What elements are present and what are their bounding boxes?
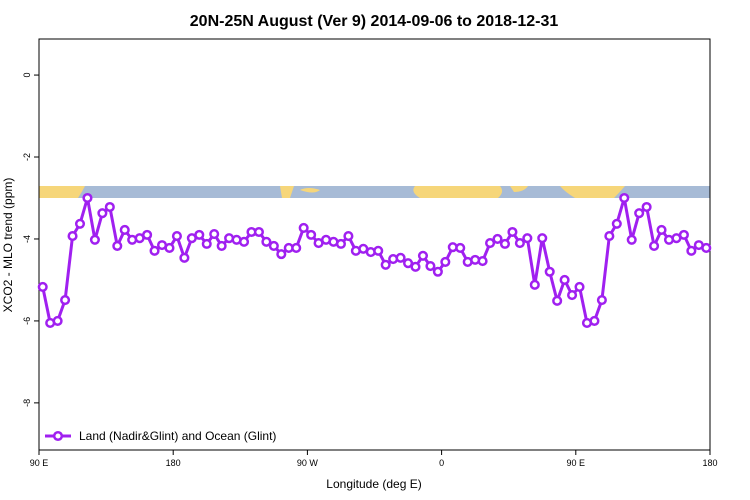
data-point <box>52 315 63 326</box>
data-point <box>306 229 317 240</box>
data-point <box>529 279 540 290</box>
data-point <box>649 240 660 251</box>
data-point <box>37 281 48 292</box>
data-point <box>119 224 130 236</box>
data-point <box>82 192 93 204</box>
data-point <box>142 229 153 240</box>
data-point <box>380 259 391 270</box>
data-point <box>522 233 533 244</box>
data-point <box>559 274 570 285</box>
data-point <box>291 242 302 254</box>
x-axis-label: Longitude (deg E) <box>326 477 421 491</box>
data-point <box>276 249 287 260</box>
data-point <box>268 240 279 251</box>
data-point <box>201 238 212 249</box>
data-point <box>410 261 421 272</box>
y-axis-label: XCO2 - MLO trend (ppm) <box>1 178 15 313</box>
data-point <box>619 192 630 204</box>
data-point <box>112 240 123 251</box>
x-tick-label: 90 E <box>567 458 586 468</box>
data-point <box>104 201 115 213</box>
data-point <box>60 294 71 306</box>
data-point <box>686 245 697 256</box>
data-point <box>164 242 175 254</box>
data-point <box>432 266 443 277</box>
data-point <box>455 242 466 254</box>
data-point <box>626 234 637 245</box>
data-point <box>298 222 309 233</box>
data-point <box>507 226 518 238</box>
data-point <box>678 229 689 240</box>
data-point <box>171 231 182 242</box>
data-point <box>611 218 622 229</box>
data-point <box>253 226 264 238</box>
data-point <box>544 266 555 277</box>
data-point <box>440 256 451 267</box>
data-point <box>335 238 347 249</box>
data-point <box>373 245 384 256</box>
data-point <box>403 258 414 269</box>
series-line <box>41 197 707 325</box>
data-point <box>604 231 615 242</box>
data-point <box>209 229 220 240</box>
y-tick-label: 0 <box>22 73 32 78</box>
data-point <box>149 245 160 256</box>
y-tick-label: -6 <box>22 317 32 325</box>
map-strip <box>39 186 710 198</box>
data-point <box>395 252 406 263</box>
x-tick-label: 180 <box>166 458 181 468</box>
data-point <box>567 290 578 301</box>
data-point <box>641 201 652 213</box>
legend-marker <box>52 430 64 442</box>
data-point <box>261 236 272 247</box>
x-tick-label: 90 E <box>30 458 49 468</box>
data-point <box>656 224 667 236</box>
y-tick-label: -8 <box>22 399 32 407</box>
data-point <box>89 234 100 245</box>
x-tick-label: 180 <box>702 458 717 468</box>
data-point <box>216 240 227 251</box>
data-point <box>477 256 488 267</box>
data-point <box>343 231 354 242</box>
data-point <box>574 281 585 292</box>
y-tick-label: -4 <box>22 235 32 243</box>
data-point <box>97 208 108 219</box>
data-point <box>499 238 511 249</box>
data-point <box>179 252 190 263</box>
data-point <box>425 260 436 272</box>
chart-title: 20N-25N August (Ver 9) 2014-09-06 to 201… <box>190 13 559 30</box>
y-tick-label: -2 <box>22 153 32 161</box>
data-point <box>552 295 563 306</box>
data-point <box>67 231 78 242</box>
data-point <box>485 238 496 249</box>
plot-frame <box>38 38 711 451</box>
data-point <box>596 294 607 306</box>
data-point <box>238 236 250 247</box>
data-point <box>74 218 86 229</box>
data-point <box>537 233 548 244</box>
x-tick-label: 0 <box>439 458 444 468</box>
data-point <box>634 208 645 219</box>
data-point <box>701 242 712 254</box>
x-tick-label: 90 W <box>297 458 319 468</box>
data-point <box>589 315 600 326</box>
data-point <box>514 238 525 249</box>
data-point <box>492 233 503 245</box>
data-point <box>194 229 205 240</box>
data-point <box>417 250 429 261</box>
legend-label: Land (Nadir&Glint) and Ocean (Glint) <box>79 429 276 443</box>
